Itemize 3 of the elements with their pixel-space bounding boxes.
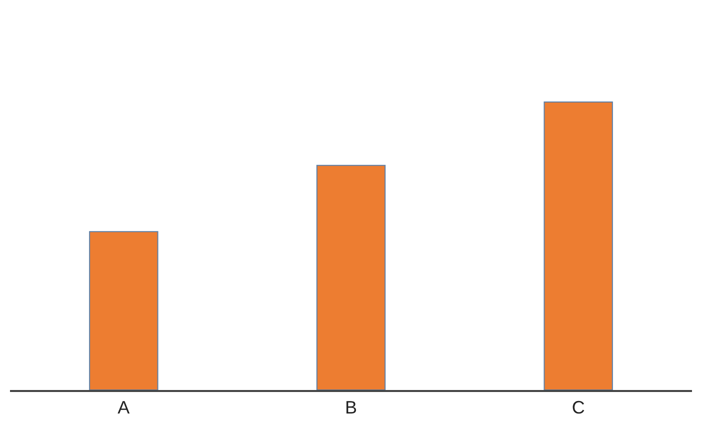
x-tick-label: C bbox=[572, 397, 585, 418]
x-tick-label: A bbox=[118, 397, 130, 418]
x-tick-label: B bbox=[344, 397, 358, 418]
